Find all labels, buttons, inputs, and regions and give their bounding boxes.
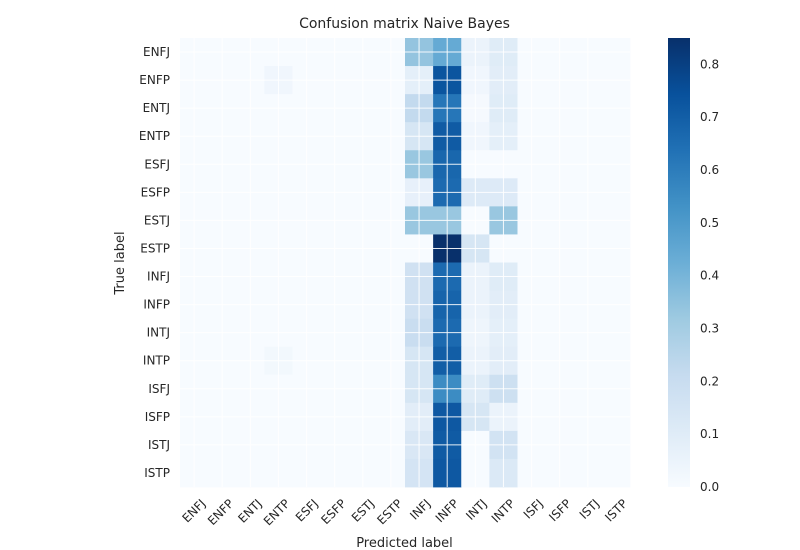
y-tick-label: ENFJ (143, 45, 170, 59)
y-tick-label: ISFP (145, 410, 170, 424)
colorbar-tick-label: 0.3 (700, 322, 719, 336)
chart-title: Confusion matrix Naive Bayes (299, 16, 510, 32)
y-tick-label: ESFJ (144, 157, 170, 171)
y-tick-label: ENTJ (143, 101, 170, 115)
colorbar-tick-label: 0.1 (700, 427, 719, 441)
y-tick-label: ENFP (139, 73, 170, 87)
colorbar (668, 38, 690, 487)
colorbar-tick-label: 0.2 (700, 374, 719, 388)
y-tick-label: ISTP (144, 466, 170, 480)
x-tick-label: INTJ (463, 496, 489, 522)
colorbar-tick-label: 0.0 (700, 480, 719, 494)
x-tick-label: ESTP (374, 496, 405, 527)
y-tick-labels: ENFJ ENFP ENTJ ENTP ESFJ ESFP ESTJ ESTP INFJ INFP… (139, 45, 170, 480)
x-tick-label: ENTJ (235, 496, 264, 525)
colorbar-tick-label: 0.6 (700, 163, 719, 177)
y-tick-label: ISFJ (148, 382, 170, 396)
colorbar-tick-label: 0.7 (700, 110, 719, 124)
colorbar-tick-label: 0.5 (700, 216, 719, 230)
y-tick-label: INTJ (147, 326, 170, 340)
y-tick-label: ESTP (140, 241, 170, 255)
x-tick-label: INFJ (407, 496, 433, 522)
x-tick-label: ESFJ (293, 496, 321, 524)
x-tick-label: ISFJ (521, 496, 546, 521)
x-tick-label: ESFP (318, 496, 349, 527)
x-tick-label: INFP (433, 496, 462, 525)
y-tick-label: INFP (143, 298, 170, 312)
heatmap-cell (601, 458, 631, 488)
y-tick-label: ESTJ (144, 213, 170, 227)
y-tick-label: INFJ (147, 270, 170, 284)
colorbar-tick-label: 0.4 (700, 269, 719, 283)
colorbar-ticks: 0.0 0.1 0.2 0.3 0.4 0.5 0.6 0.7 0.8 (700, 57, 719, 494)
colorbar-tick-label: 0.8 (700, 57, 719, 71)
x-tick-label: ESTJ (349, 496, 377, 524)
heatmap-cells (180, 38, 631, 488)
heatmap-gridlines (180, 38, 630, 487)
y-tick-label: ISTJ (148, 438, 170, 452)
y-axis-label: True label (113, 231, 128, 295)
y-tick-label: ESFP (141, 185, 170, 199)
y-tick-label: INTP (143, 354, 170, 368)
x-axis-label: Predicted label (356, 536, 453, 550)
x-tick-label: ISFP (546, 496, 574, 524)
y-tick-label: ENTP (139, 129, 170, 143)
x-tick-label: INTP (489, 496, 518, 525)
x-tick-label: ISTJ (577, 496, 602, 521)
x-tick-label: ENTP (261, 496, 293, 528)
x-tick-label: ISTP (602, 496, 630, 524)
x-tick-label: ENFJ (179, 496, 208, 525)
x-tick-label: ENFP (205, 496, 237, 528)
